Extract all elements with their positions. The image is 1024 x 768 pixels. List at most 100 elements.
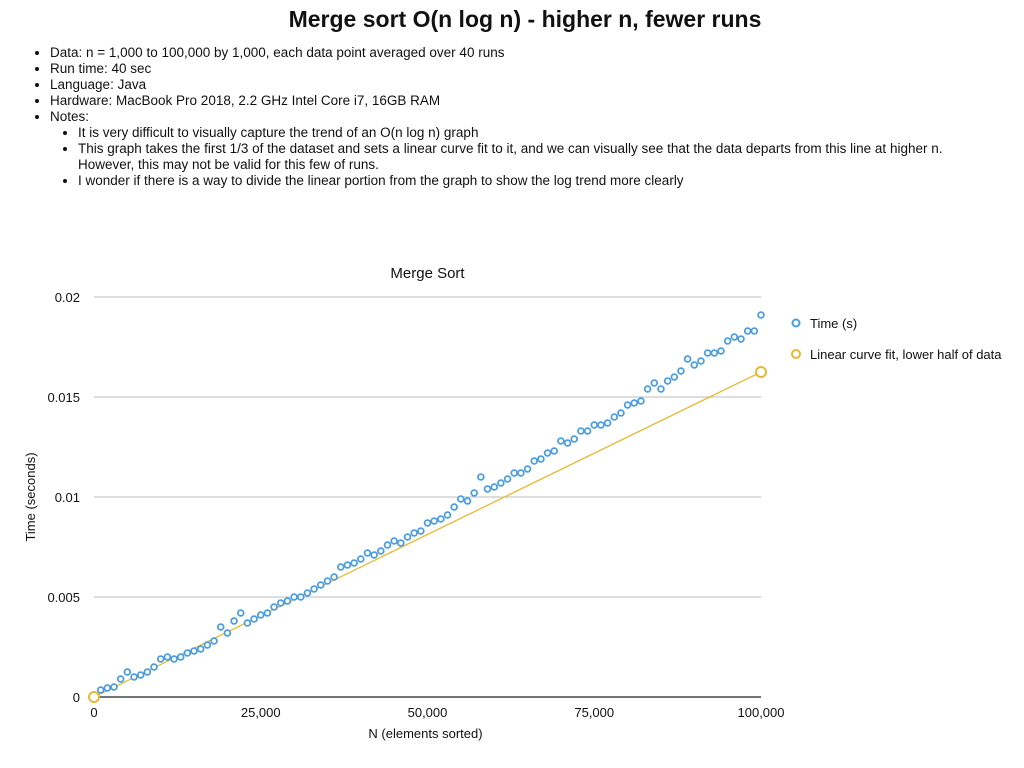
data-point [397, 539, 405, 547]
tick-labels: 0 0.005 0.01 0.015 0.02 0 25,000 50,000 75,000 10… [47, 290, 784, 720]
data-point [697, 357, 705, 365]
data-point [430, 517, 438, 525]
data-point [323, 577, 332, 585]
data-point [236, 609, 245, 617]
data-point [196, 645, 205, 653]
sub-bullet-difficulty: It is very difficult to visually capture… [78, 125, 950, 141]
x-tick-label: 25,000 [241, 705, 281, 720]
data-point [583, 427, 592, 435]
data-point [497, 479, 505, 487]
data-point [163, 653, 172, 661]
data-point [663, 377, 672, 385]
data-point [390, 537, 398, 545]
data-point [610, 413, 619, 421]
data-point [263, 609, 272, 617]
data-point [723, 337, 732, 345]
data-point [190, 647, 198, 655]
data-point [270, 603, 278, 611]
grid-lines [94, 296, 761, 598]
x-tick-label: 100,000 [738, 705, 785, 720]
data-point [370, 551, 378, 559]
data-point [577, 427, 585, 435]
data-point [597, 421, 605, 429]
data-point [330, 573, 338, 581]
data-point [710, 349, 719, 357]
data-point [417, 527, 425, 535]
y-tick-label: 0.02 [55, 290, 80, 305]
data-point [510, 469, 519, 477]
data-point [336, 563, 345, 571]
data-point [290, 593, 298, 601]
data-point [683, 355, 692, 363]
data-point [216, 623, 225, 631]
legend-label: Linear curve fit, lower half of data [810, 347, 1002, 362]
data-point [537, 455, 545, 463]
data-point [483, 485, 492, 493]
data-point [757, 311, 765, 319]
data-point [443, 511, 452, 519]
data-point [356, 555, 365, 563]
data-point [283, 597, 292, 605]
data-point [296, 593, 305, 601]
data-point [156, 655, 165, 663]
chart-title: Merge Sort [390, 265, 465, 282]
data-point [316, 581, 325, 589]
data-point [276, 599, 285, 607]
y-axis-label: Time (seconds) [23, 452, 38, 541]
data-point [203, 641, 212, 649]
data-point [183, 649, 192, 657]
data-point [717, 347, 725, 355]
data-point [523, 465, 532, 473]
bullet-data: Data: n = 1,000 to 100,000 by 1,000, eac… [50, 45, 950, 61]
data-point [150, 663, 158, 671]
data-point [463, 497, 472, 505]
data-point [210, 637, 218, 645]
data-point [490, 483, 499, 491]
data-point [543, 449, 552, 457]
data-point [643, 385, 652, 393]
data-point [223, 629, 232, 637]
sub-bullet-linear-fit: This graph takes the first 1/3 of the da… [78, 141, 950, 173]
data-point [423, 519, 432, 527]
bullet-notes-label: Notes: [50, 109, 90, 124]
data-point [617, 409, 625, 417]
data-point [130, 673, 138, 681]
data-point [637, 397, 645, 405]
data-point [477, 473, 485, 481]
bullet-language: Language: Java [50, 77, 950, 93]
data-point [657, 385, 665, 393]
legend-marker [791, 318, 801, 328]
y-tick-label: 0.005 [47, 590, 80, 605]
data-point [730, 333, 739, 341]
data-point [170, 655, 178, 663]
bullet-notes: Notes: It is very difficult to visually … [50, 109, 950, 189]
y-tick-label: 0.01 [55, 490, 80, 505]
bullet-run-time: Run time: 40 sec [50, 61, 950, 77]
data-point [690, 361, 699, 369]
fit-point [755, 366, 767, 378]
y-tick-label: 0 [73, 690, 80, 705]
data-point [437, 515, 445, 523]
fit-point [88, 691, 100, 703]
data-point [503, 475, 512, 483]
data-point [377, 547, 385, 555]
data-point [383, 541, 392, 549]
data-point [563, 439, 572, 447]
data-point [703, 349, 712, 357]
data-point [243, 619, 252, 627]
time-series-layer [96, 311, 765, 694]
data-point [603, 419, 612, 427]
data-point [457, 495, 465, 503]
data-point [570, 435, 579, 443]
data-point [737, 335, 745, 343]
data-point [670, 373, 679, 381]
data-point [136, 671, 145, 679]
data-point [256, 611, 265, 619]
data-point [176, 653, 185, 661]
data-point [110, 683, 118, 691]
data-point [103, 684, 112, 692]
data-point [403, 533, 412, 541]
data-point [410, 529, 418, 537]
x-tick-label: 50,000 [408, 705, 448, 720]
data-point [116, 675, 125, 683]
